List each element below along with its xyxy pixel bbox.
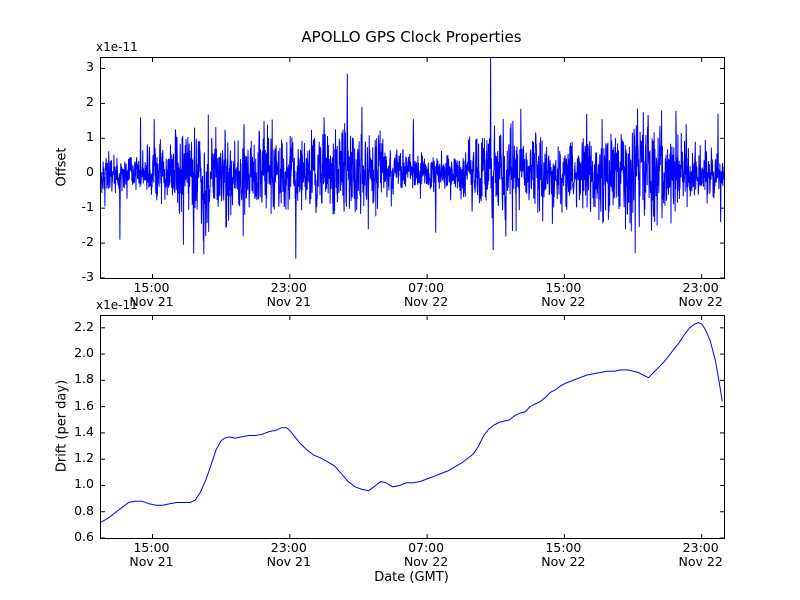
x-tick-label: 15:00 Nov 22 [523,281,603,309]
x-tick-date: Nov 22 [541,554,586,569]
x-tick-time: 15:00 [133,280,170,295]
drift-plot-area [101,316,724,538]
drift-line [101,322,723,523]
x-tick-date: Nov 22 [403,294,449,309]
offset-subplot [100,57,725,279]
y-tick-label: 1.4 [74,423,94,439]
y-tick-label: 1.0 [74,476,94,492]
x-tick-time: 07:00 [408,280,445,295]
y-tick-label: 1.8 [74,371,94,387]
x-tick-label: 15:00 Nov 21 [111,281,191,309]
x-tick-time: 15:00 [545,540,582,555]
offset-line [101,58,724,259]
y-tick-label: 1 [86,129,94,145]
y-tick-label: 1.2 [74,450,94,466]
x-tick-time: 15:00 [545,280,582,295]
x-tick-date: Nov 21 [129,554,174,569]
y-tick-label: -3 [81,269,94,284]
x-tick-time: 23:00 [682,280,719,295]
chart-title: APOLLO GPS Clock Properties [301,28,522,46]
x-tick-date: Nov 22 [403,554,449,569]
x-tick-date: Nov 22 [678,294,723,309]
y-tick-label: -2 [81,234,94,250]
x-tick-label: 15:00 Nov 22 [523,541,603,569]
y-tick-label: 1.6 [74,397,94,413]
x-tick-label: 15:00 Nov 21 [111,541,191,569]
x-tick-label: 07:00 Nov 22 [386,281,466,309]
x-tick-date: Nov 21 [266,294,311,309]
x-tick-date: Nov 22 [678,554,723,569]
x-tick-date: Nov 22 [541,294,586,309]
offset-axis-exponent: x1e-11 [96,40,138,54]
x-tick-label: 23:00 Nov 21 [249,541,329,569]
y-tick-label: 3 [86,59,94,75]
x-tick-time: 23:00 [270,540,307,555]
x-axis-label: Date (GMT) [374,570,449,585]
x-tick-time: 23:00 [270,280,307,295]
y-tick-label: -1 [81,199,94,215]
drift-axis-exponent: x1e-11 [96,298,138,312]
x-tick-date: Nov 21 [266,554,311,569]
x-tick-time: 23:00 [682,540,719,555]
y-tick-label: 2 [86,94,94,110]
x-tick-time: 15:00 [133,540,170,555]
y-tick-label: 0.8 [74,502,94,518]
y-tick-label: 2.2 [74,318,94,334]
x-tick-label: 23:00 Nov 21 [249,281,329,309]
x-tick-time: 07:00 [408,540,445,555]
y-tick-label: 0.6 [74,529,94,544]
offset-plot-area [101,58,724,278]
y-tick-label: 0 [86,164,94,180]
x-tick-label: 23:00 Nov 22 [661,281,741,309]
x-tick-date: Nov 21 [129,294,174,309]
y-tick-label: 2.0 [74,345,94,361]
x-tick-label: 23:00 Nov 22 [661,541,741,569]
drift-subplot [100,315,725,539]
x-tick-label: 07:00 Nov 22 [386,541,466,569]
